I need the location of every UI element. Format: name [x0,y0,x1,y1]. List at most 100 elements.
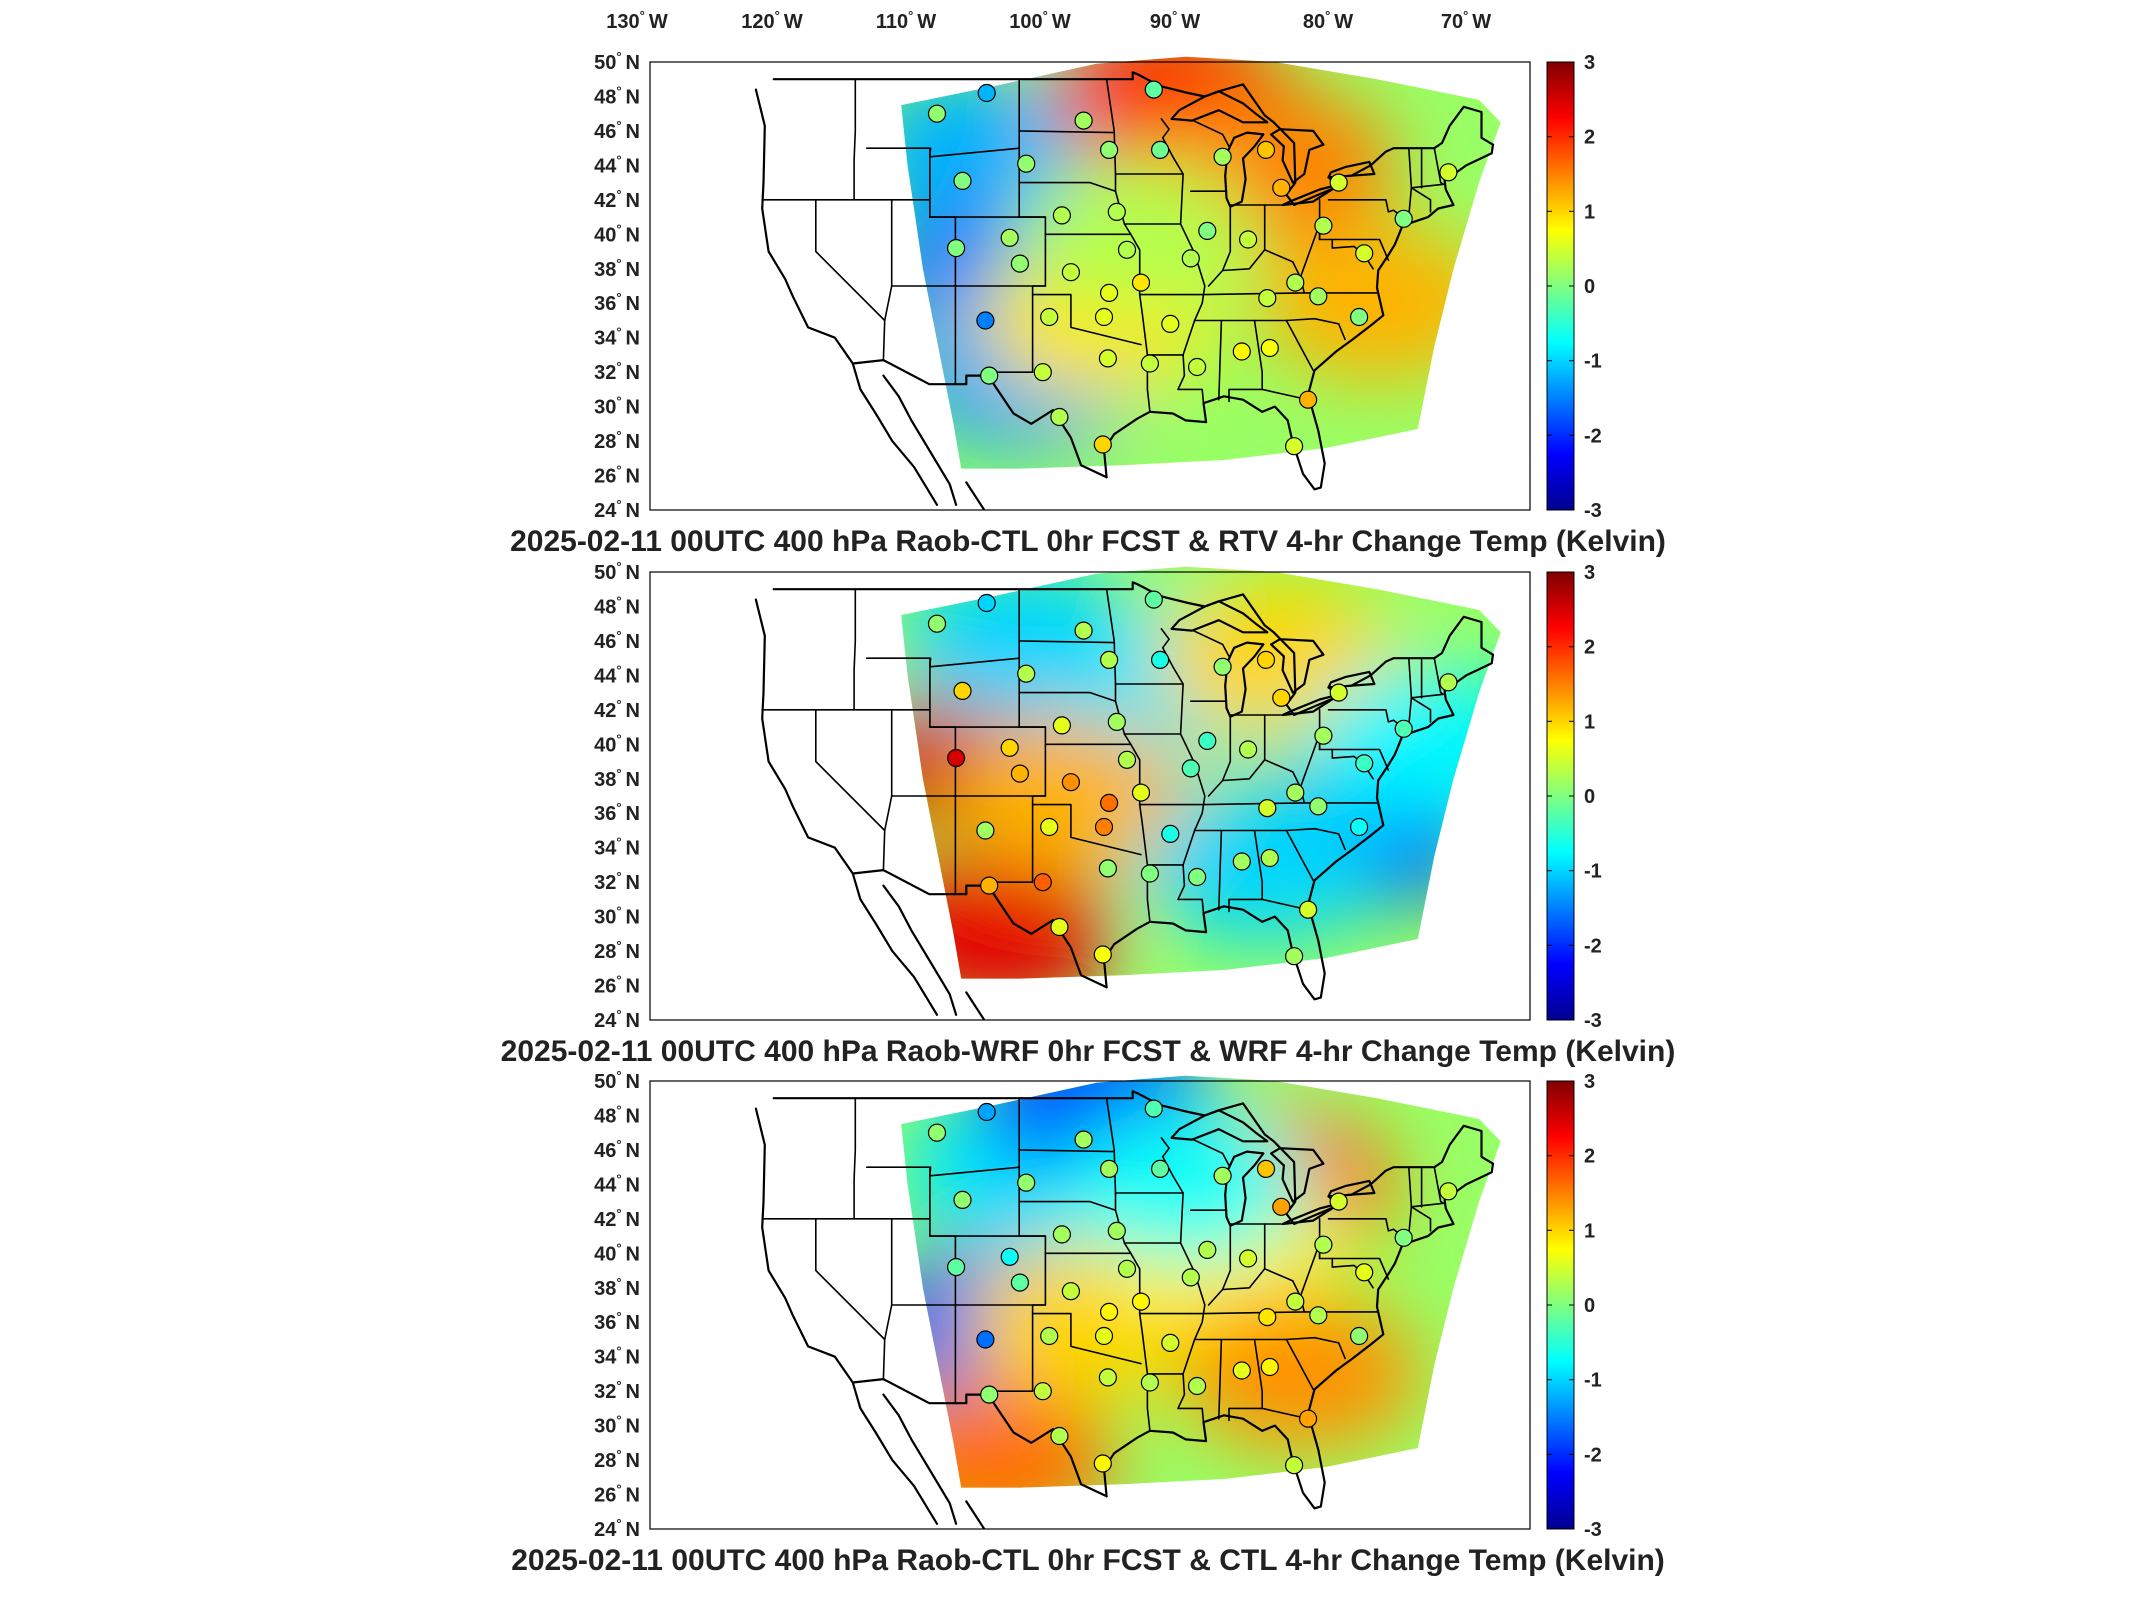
colorbar-tick-label: -1 [1584,1370,1602,1392]
raob-station-marker [1052,206,1072,225]
raob-station-marker [1099,283,1119,302]
raob-station-marker [1298,390,1318,409]
raob-station-marker [1284,1456,1304,1475]
coastline [1102,1162,1495,1510]
state-boundary [1285,319,1314,372]
state-boundary [865,147,1021,158]
state-boundary [1031,293,1142,346]
great-lake [1269,128,1325,184]
lat-label-46n: 46° N [594,118,640,143]
raob-station-marker [1074,621,1093,640]
lat-label-42n: 42° N [594,697,640,722]
coastline [1102,143,1495,491]
raob-station-marker [1329,683,1348,702]
state-boundary [1285,1338,1314,1391]
lat-label-34n: 34° N [594,325,640,350]
lat-label-40n: 40° N [594,1240,640,1265]
raob-station-marker [1093,435,1112,454]
lat-label-32n: 32° N [594,869,640,894]
state-boundary [1410,187,1432,213]
coastline [851,868,1108,989]
raob-station-marker [1309,287,1328,306]
raob-stations [927,1099,1458,1475]
raob-station-marker [1061,1282,1081,1301]
raob-station-marker [1094,1326,1114,1346]
raob-stations [927,590,1458,966]
raob-station-marker [1131,1292,1151,1311]
raob-station-marker [1050,1426,1069,1446]
raob-station-marker [1117,1259,1137,1278]
raob-station-marker [1355,754,1374,773]
great-lake [1327,1179,1376,1198]
raob-station-marker [1099,1159,1119,1179]
raob-station-marker [927,614,947,633]
lon-label-130w: 130° W [606,8,668,33]
raob-station-marker [1349,1326,1369,1346]
raob-station-marker [1260,338,1279,358]
lat-label-50n: 50° N [594,49,640,74]
raob-station-marker [1181,759,1200,778]
raob-station-marker [980,366,999,385]
raob-station-marker [1040,307,1059,327]
colorbar-tick-label: -3 [1584,1519,1602,1541]
raob-station-marker [1187,1376,1207,1396]
lat-label-34n: 34° N [594,1344,640,1369]
map-boundaries [754,1090,1495,1529]
state-boundary [1221,714,1266,782]
state-boundary [1221,1223,1266,1291]
svg-text:120°W: 120° W [741,8,803,33]
lat-label-36n: 36° N [594,800,640,825]
map-border [649,571,1531,1021]
panel-title: 2025-02-11 00UTC 400 hPa Raob-CTL 0hr FC… [510,525,1666,558]
raob-station-marker [1181,1268,1200,1287]
raob-station-marker [1349,307,1369,327]
raob-station-marker [1117,240,1137,259]
state-boundary [1410,693,1445,699]
raob-station-marker [976,821,995,840]
state-boundary [1410,1206,1432,1232]
raob-station-marker [1272,688,1291,707]
raob-station-marker [1213,147,1232,166]
lat-label-28n: 28° N [594,1447,640,1472]
raob-station-marker [1298,900,1318,919]
raob-station-marker [1107,1221,1126,1241]
raob-station-marker [1093,1454,1112,1473]
state-boundary [1410,696,1432,723]
raob-station-marker [1000,1247,1019,1266]
lat-label-28n: 28° N [594,938,640,963]
raob-station-marker [1099,1302,1119,1322]
state-boundary [1018,640,1115,644]
coastline [851,1377,1108,1498]
state-boundary [1218,829,1223,911]
state-boundary [814,708,886,832]
raob-station-marker [1074,1130,1093,1149]
raob-station-marker [927,1123,947,1142]
state-boundary [1031,1312,1142,1365]
raob-station-marker [1187,357,1207,377]
raob-station-marker [980,876,999,895]
state-boundary [1327,1218,1404,1237]
raob-station-marker [1232,342,1251,361]
state-boundary [1031,803,1142,856]
svg-text:90°W: 90° W [1150,8,1200,33]
raob-station-marker [1052,1225,1072,1244]
raob-station-marker [1298,1409,1318,1428]
raob-station-marker [1394,719,1413,738]
raob-station-marker [1256,650,1276,670]
state-boundary [1327,199,1404,218]
coastline [851,359,1108,479]
coastline [772,71,1495,207]
latitude-axis-labels: 50° N 48° N 46° N 44° N 42° N 40° N 38° N 36° N 34° N 32° N… [594,49,640,522]
raob-station-marker [1017,664,1036,683]
lon-label-100w: 100° W [1009,8,1071,33]
raob-station-marker [1355,1263,1374,1282]
lat-label-38n: 38° N [594,256,640,281]
state-boundary [853,78,857,201]
raob-station-marker [1161,824,1180,844]
colorbar-tick-label: -2 [1584,935,1602,957]
map-border [649,61,1531,511]
raob-station-marker [1272,178,1291,197]
coastline [1102,653,1495,1001]
raob-station-marker [1286,783,1305,802]
